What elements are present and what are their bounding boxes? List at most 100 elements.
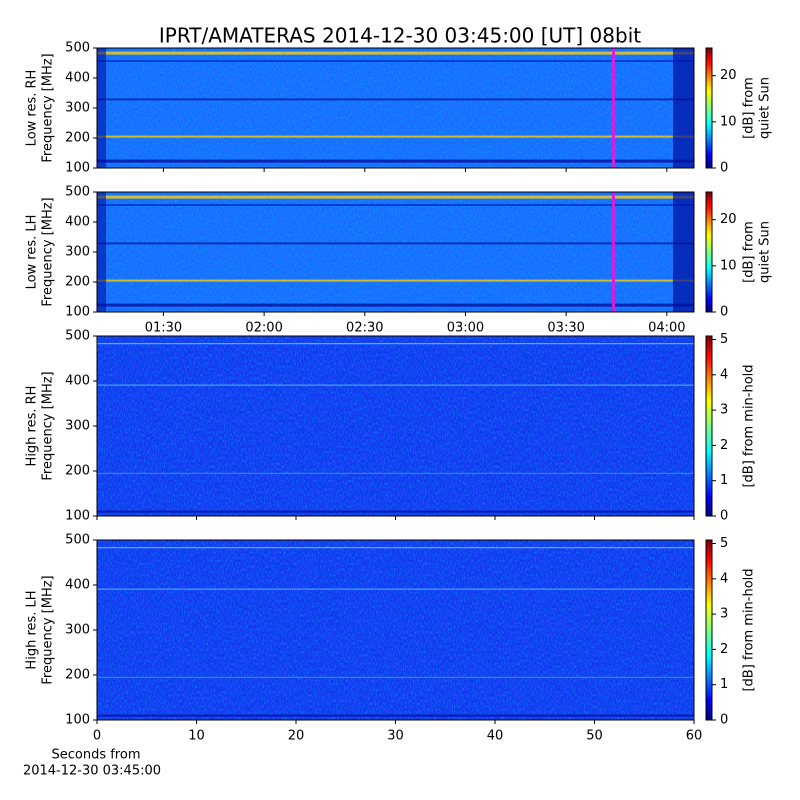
spectral-band [97,159,694,163]
y-tick-label: 300 [65,101,90,116]
colorbar [706,48,712,168]
y-tick-label: 300 [65,245,90,260]
y-tick-label: 200 [65,464,90,479]
x-tick-label: 60 [686,729,703,744]
x-tick-label: 10 [188,729,205,744]
y-tick-label: 500 [65,533,90,548]
colorbar-label: quiet Sun [758,77,773,139]
edge-column [97,48,106,168]
colorbar-frame [705,191,713,313]
colorbar-tick-label: 2 [720,642,728,657]
edge-column [97,192,106,312]
spectral-band [97,714,694,717]
colorbar-tick-label: 4 [720,571,728,586]
spectral-band [97,303,694,307]
spectral-band [97,60,694,62]
colorbar-tick-label: 1 [720,677,728,692]
colorbar-tick-label: 10 [720,114,737,129]
y-axis-label: Frequency [MHz] [41,575,56,684]
edge-column [673,48,694,168]
y-axis-label: Frequency [MHz] [41,53,56,162]
y-tick-label: 300 [65,419,90,434]
time-marker [612,48,615,168]
colorbar-tick-label: 5 [720,536,728,551]
x-tick-label: 02:30 [346,321,383,336]
colorbar-label: [dB] from min-hold [742,364,757,487]
y-tick-label: 200 [65,275,90,290]
y-axis-label: High res. RH [25,386,40,467]
colorbar-label: quiet Sun [758,221,773,283]
spectral-band [97,51,694,55]
colorbar-tick-label: 10 [720,258,737,273]
colorbar-tick-label: 0 [720,305,728,320]
colorbar-tick-label: 3 [720,607,728,622]
colorbar-frame [705,47,713,169]
colorbar-tick-label: 2 [720,438,728,453]
spectral-band [97,588,694,590]
y-tick-label: 100 [65,713,90,728]
y-axis-label: Frequency [MHz] [41,371,56,480]
spectral-band [97,279,694,282]
colorbar-tick-label: 20 [720,212,737,227]
x-tick-label: 30 [387,729,404,744]
spectrogram-texture [97,336,694,516]
spectral-band [97,343,694,345]
x-tick-label: 02:00 [245,321,282,336]
spectrogram-texture [97,48,694,168]
y-tick-label: 200 [65,668,90,683]
spectral-band [97,195,694,199]
y-tick-label: 400 [65,578,90,593]
colorbar-tick-label: 20 [720,68,737,83]
edge-column [673,192,694,312]
colorbar-label: [dB] from [742,77,757,139]
colorbar [706,540,712,720]
y-tick-label: 300 [65,623,90,638]
spectral-band [97,510,694,513]
spectral-band [97,98,694,101]
y-axis-label: Low res. LH [25,215,40,290]
x-tick-label: 0 [93,729,101,744]
spectral-band [97,242,694,245]
y-tick-label: 400 [65,215,90,230]
colorbar-tick-label: 5 [720,332,728,347]
y-axis-label: Low res. RH [25,70,40,147]
spectrogram-texture [97,540,694,720]
y-axis-label: Frequency [MHz] [41,197,56,306]
chart-title: IPRT/AMATERAS 2014-12-30 03:45:00 [UT] 0… [159,24,641,48]
colorbar [706,336,712,516]
y-tick-label: 500 [65,185,90,200]
x-tick-label: 20 [288,729,305,744]
colorbar-tick-label: 0 [720,713,728,728]
spectral-band [97,547,694,549]
y-tick-label: 100 [65,509,90,524]
colorbar-tick-label: 0 [720,161,728,176]
x-tick-label: 03:30 [547,321,584,336]
colorbar-tick-label: 0 [720,509,728,524]
y-tick-label: 400 [65,374,90,389]
x-axis-label: 2014-12-30 03:45:00 [23,764,161,779]
colorbar-label: [dB] from [742,221,757,283]
spectral-band [97,384,694,386]
y-tick-label: 500 [65,41,90,56]
y-tick-label: 100 [65,305,90,320]
y-tick-label: 200 [65,131,90,146]
y-tick-label: 100 [65,161,90,176]
y-axis-label: High res. LH [25,590,40,669]
spectral-band [97,472,694,474]
x-tick-label: 01:30 [145,321,182,336]
y-tick-label: 500 [65,329,90,344]
colorbar [706,192,712,312]
spectral-band [97,204,694,206]
x-tick-label: 40 [487,729,504,744]
colorbar-frame [705,335,713,517]
time-marker [612,192,615,312]
colorbar-label: [dB] from min-hold [742,568,757,691]
x-tick-label: 03:00 [447,321,484,336]
y-tick-label: 400 [65,71,90,86]
x-axis-label: Seconds from [51,748,140,763]
x-tick-label: 50 [586,729,603,744]
colorbar-tick-label: 3 [720,403,728,418]
colorbar-frame [705,539,713,721]
spectral-band [97,135,694,138]
